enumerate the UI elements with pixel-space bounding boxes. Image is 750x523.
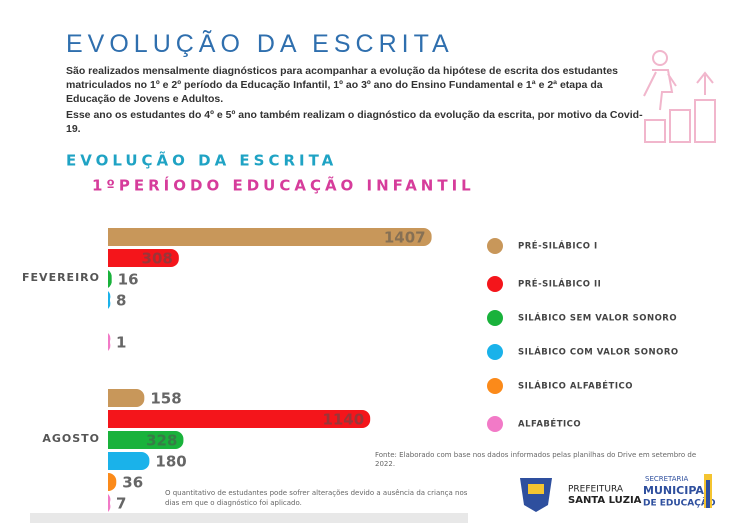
value-label: 1407 <box>384 229 426 247</box>
category-label: AGOSTO <box>42 432 100 445</box>
logo-text: DE EDUCAÇÃO <box>643 498 716 509</box>
value-label: 1 <box>116 334 126 352</box>
legend-marker <box>487 344 503 360</box>
chart-subtitle: 1ºPERÍODO EDUCAÇÃO INFANTIL <box>92 176 475 195</box>
bar <box>108 291 111 309</box>
legend-label: SILÁBICO ALFABÉTICO <box>518 380 633 392</box>
bar <box>108 473 117 491</box>
logo-text: SECRETARIA <box>645 475 688 483</box>
legend-box <box>470 230 700 442</box>
legend-label: SILÁBICO SEM VALOR SONORO <box>518 312 677 324</box>
value-label: 180 <box>155 453 186 471</box>
bar <box>108 410 371 428</box>
bar <box>108 389 145 407</box>
value-label: 328 <box>146 432 177 450</box>
bar <box>108 431 184 449</box>
note: dias em que o diagnóstico foi aplicado. <box>165 499 302 507</box>
value-label: 1140 <box>322 411 364 429</box>
value-label: 16 <box>118 271 139 289</box>
value-label: 7 <box>116 495 126 513</box>
bar <box>108 228 432 246</box>
legend-label: PRÉ-SILÁBICO I <box>518 240 598 252</box>
value-label: 308 <box>142 250 173 268</box>
source-note: Fonte: Elaborado com base nos dados info… <box>375 451 696 459</box>
bar <box>108 249 179 267</box>
legend-marker <box>487 416 503 432</box>
logo-text: SANTA LUZIA <box>568 495 642 506</box>
source-note: 2022. <box>375 460 395 468</box>
chart-title: EVOLUÇÃO DA ESCRITA <box>66 151 337 170</box>
paragraph: Esse ano os estudantes do 4º e 5º ano ta… <box>66 109 643 135</box>
legend-marker <box>487 378 503 394</box>
page-title: EVOLUÇÃO DA ESCRITA <box>66 30 454 58</box>
logo-text: MUNICIPAL <box>643 484 711 497</box>
logo-text: PREFEITURA <box>568 485 624 495</box>
note: O quantitativo de estudantes pode sofrer… <box>165 489 468 497</box>
value-label: 8 <box>116 292 126 310</box>
bar <box>108 270 112 288</box>
legend-label: SILÁBICO COM VALOR SONORO <box>518 346 679 358</box>
category-label: FEVEREIRO <box>22 271 100 284</box>
bar <box>107 452 150 470</box>
paragraph: São realizados mensalmente diagnósticos … <box>66 65 619 105</box>
value-label: 158 <box>150 390 181 408</box>
bar <box>108 333 111 351</box>
legend-marker <box>487 276 503 292</box>
value-label: 36 <box>122 474 143 492</box>
legend-label: PRÉ-SILÁBICO II <box>518 278 601 290</box>
icon <box>643 50 716 143</box>
legend-marker <box>487 310 503 326</box>
logo: PREFEITURA SANTA LUZIA SECRETARIA MUNICI… <box>520 474 716 512</box>
legend-label: ALFABÉTICO <box>518 418 581 430</box>
footer-bar <box>30 513 468 523</box>
legend-marker <box>487 238 503 254</box>
bar <box>108 494 111 512</box>
